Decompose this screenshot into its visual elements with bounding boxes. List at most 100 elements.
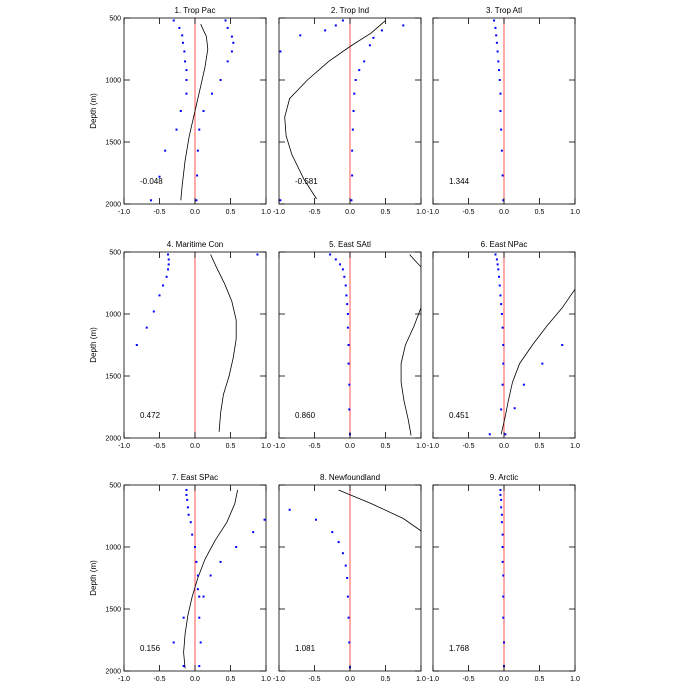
data-point	[186, 506, 189, 509]
x-tick-label: -0.5	[308, 443, 320, 450]
data-point	[503, 641, 505, 644]
data-point	[347, 362, 350, 365]
y-tick-label: 500	[109, 250, 121, 257]
x-tick-label: -1.0	[273, 443, 285, 450]
x-tick-label: 1.0	[261, 443, 271, 450]
data-point	[167, 253, 170, 256]
data-point	[164, 149, 167, 152]
data-point	[178, 26, 181, 29]
x-tick-label: -1.0	[118, 443, 130, 450]
panel-data	[288, 489, 421, 669]
data-point	[199, 641, 202, 644]
x-tick-label: 1.0	[416, 676, 426, 683]
data-point	[496, 50, 499, 53]
data-point	[334, 24, 337, 27]
data-point	[500, 313, 503, 315]
data-point	[314, 518, 317, 521]
data-point	[500, 506, 503, 509]
data-point	[347, 344, 350, 346]
data-point	[219, 79, 222, 81]
panel-value-label: 1.768	[449, 644, 470, 653]
x-tick-label: 0.0	[499, 676, 509, 683]
data-point	[181, 41, 184, 44]
data-point	[494, 253, 497, 256]
data-point	[499, 488, 502, 491]
data-point	[352, 110, 355, 112]
y-tick-label: 1500	[105, 374, 121, 381]
data-point	[167, 258, 170, 261]
y-tick-label: 1000	[105, 78, 121, 85]
panel-value-label: 0.156	[140, 644, 161, 653]
data-point	[498, 69, 501, 72]
data-point	[182, 616, 185, 619]
x-tick-label: 0.0	[345, 676, 355, 683]
x-tick-label: 0.0	[499, 443, 509, 450]
y-tick-label: 1500	[105, 607, 121, 614]
data-point	[324, 29, 327, 32]
x-tick-label: 0.0	[345, 209, 355, 216]
data-point	[346, 326, 349, 329]
data-point	[185, 92, 188, 95]
series-curve	[183, 489, 238, 669]
x-tick-label: -0.5	[308, 676, 320, 683]
data-point	[256, 253, 259, 256]
x-tick-label: -1.0	[427, 676, 439, 683]
data-point	[182, 665, 185, 668]
data-point	[344, 564, 347, 567]
data-point	[185, 493, 188, 496]
data-point	[502, 362, 505, 365]
data-point	[346, 303, 349, 306]
data-point	[195, 199, 198, 202]
data-point	[263, 518, 266, 521]
panel-data	[149, 19, 235, 202]
x-tick-label: 1.0	[261, 676, 271, 683]
data-point	[498, 275, 501, 278]
data-point	[502, 574, 505, 577]
data-point	[348, 408, 351, 411]
data-point	[198, 665, 201, 668]
x-tick-label: 0.0	[190, 443, 200, 450]
x-tick-label: 1.0	[570, 209, 580, 216]
panel-data	[488, 253, 575, 436]
data-point	[152, 310, 155, 313]
x-tick-label: 0.5	[381, 676, 391, 683]
data-point	[497, 60, 500, 63]
x-tick-label: -1.0	[427, 209, 439, 216]
series-curve	[284, 20, 386, 200]
data-point	[343, 275, 346, 278]
x-tick-label: -0.5	[153, 209, 165, 216]
data-point	[158, 175, 161, 178]
data-point	[502, 616, 505, 619]
x-tick-label: 0.5	[535, 676, 545, 683]
data-point	[175, 128, 178, 131]
panel-data	[329, 253, 421, 436]
x-tick-label: 1.0	[261, 209, 271, 216]
data-point	[541, 362, 544, 365]
data-point	[279, 199, 282, 202]
data-point	[230, 35, 233, 38]
data-point	[496, 263, 499, 266]
data-point	[198, 128, 201, 131]
data-point	[372, 36, 375, 39]
data-point	[337, 541, 340, 544]
x-tick-label: 0.0	[190, 209, 200, 216]
data-point	[380, 29, 383, 32]
data-point	[501, 533, 504, 536]
x-tick-label: -0.5	[462, 443, 474, 450]
x-tick-label: 0.5	[226, 209, 236, 216]
data-point	[501, 326, 504, 329]
data-point	[172, 19, 175, 22]
data-point	[145, 326, 148, 329]
data-point	[202, 595, 205, 598]
data-point	[196, 574, 199, 577]
data-point	[196, 174, 199, 177]
data-point	[209, 574, 212, 577]
data-point	[252, 531, 255, 534]
data-point	[501, 560, 504, 563]
data-point	[499, 92, 502, 95]
data-point	[358, 69, 361, 72]
data-point	[513, 407, 516, 410]
panel-1: 1. Trop Pac -1.0 -0.5 0.0 0.5 1.0 500 1000 1500 2…	[89, 6, 271, 216]
panel-data	[493, 19, 505, 202]
data-point	[191, 533, 194, 536]
